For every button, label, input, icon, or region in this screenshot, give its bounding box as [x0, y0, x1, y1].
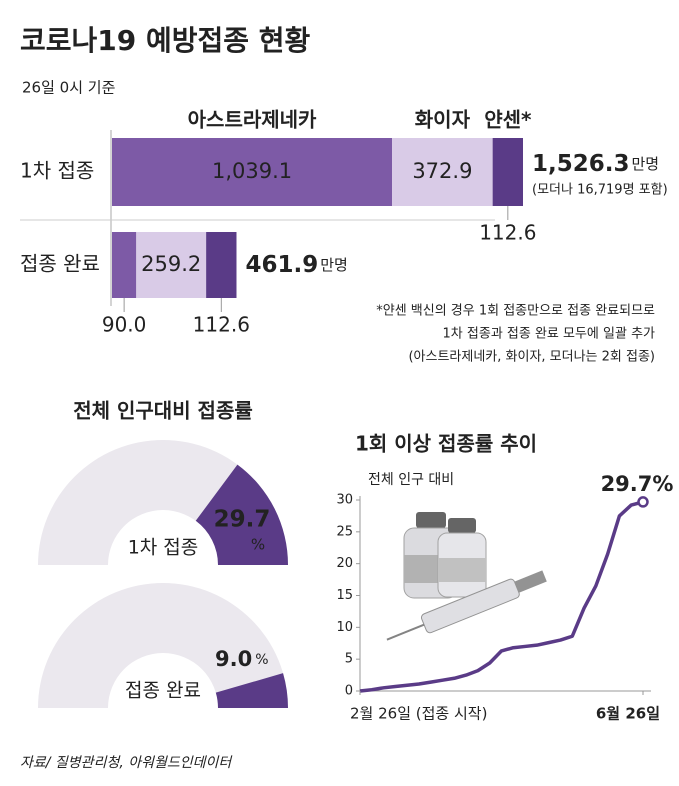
gauge-track — [38, 583, 288, 708]
row-label: 1차 접종 — [20, 159, 94, 183]
value-label: 1,039.1 — [212, 159, 292, 183]
chart-title: 1회 이상 접종률 추이 — [355, 432, 537, 456]
value-label: 112.6 — [479, 221, 536, 245]
total-value: 461.9 — [245, 252, 318, 278]
syringe-plunger — [514, 570, 547, 593]
end-marker — [637, 496, 649, 508]
syringe-needle — [386, 623, 425, 641]
line — [359, 500, 644, 693]
chart-title: 전체 인구대비 접종률 — [73, 399, 253, 423]
vial-cap — [416, 512, 446, 528]
bar-segment — [206, 232, 237, 298]
footnote: *얀센 백신의 경우 1회 접종만으로 접종 완료되므로 — [376, 304, 655, 319]
value-label: 90.0 — [102, 313, 147, 337]
subtitle: 26일 0시 기준 — [22, 79, 116, 97]
y-axis-label: 전체 인구 대비 — [368, 472, 454, 488]
y-tick-label: 30 — [336, 493, 353, 508]
gauge-fill — [215, 673, 288, 708]
vaccine-illustration — [386, 512, 547, 641]
gauge-unit: % — [251, 536, 265, 554]
gauge-value-group: 9.0% — [215, 647, 269, 671]
total-unit: 만명 — [320, 256, 348, 274]
total-value: 1,526.3 — [532, 151, 630, 177]
gauge-value: 29.7 — [214, 507, 271, 533]
footnote: 1차 접종과 접종 완료 모두에 일괄 추가 — [443, 327, 656, 342]
total-unit: 만명 — [632, 155, 660, 173]
y-tick-label: 5 — [345, 652, 353, 667]
value-label: 112.6 — [193, 313, 250, 337]
total-label: 1,526.3 만명 — [532, 151, 659, 177]
gauge-value: 9.0 — [215, 647, 252, 671]
footnote: (아스트라제네카, 화이자, 모더나는 2회 접종) — [408, 350, 655, 365]
x-tick-label: 6월 26일 — [596, 705, 660, 723]
row-label: 접종 완료 — [20, 252, 100, 276]
legend-label: 아스트라제네카 — [188, 108, 317, 132]
bar-segment — [112, 232, 137, 298]
y-tick-label: 0 — [345, 684, 353, 699]
y-tick-label: 25 — [336, 524, 353, 539]
total-note: (모더나 16,719명 포함) — [532, 183, 668, 198]
value-label: 259.2 — [141, 252, 201, 276]
bar-segment — [136, 232, 207, 298]
gauge-unit: % — [255, 652, 268, 668]
vial-label — [438, 558, 486, 582]
bar-segment — [492, 138, 523, 206]
syringe — [386, 570, 547, 641]
y-tick-label: 20 — [336, 556, 353, 571]
gauge-label: 1차 접종 — [128, 537, 199, 559]
annotation: 29.7% — [601, 472, 674, 496]
total-label: 461.9 만명 — [245, 252, 347, 278]
value-label: 372.9 — [412, 159, 472, 183]
gauge-label: 접종 완료 — [125, 680, 201, 702]
gauge-fill — [195, 464, 288, 565]
vial-cap — [448, 518, 476, 533]
y-tick-label: 15 — [336, 588, 353, 603]
bar-segment — [112, 138, 393, 206]
y-tick-label: 10 — [336, 620, 353, 635]
title: 코로나19 예방접종 현황 — [20, 24, 311, 57]
bar-segment — [392, 138, 493, 206]
legend-label: 얀센* — [484, 108, 532, 132]
legend-label: 화이자 — [415, 108, 471, 132]
x-tick-label: 2월 26일 (접종 시작) — [350, 705, 487, 723]
source: 자료/ 질병관리청, 아워월드인데이터 — [20, 755, 233, 771]
